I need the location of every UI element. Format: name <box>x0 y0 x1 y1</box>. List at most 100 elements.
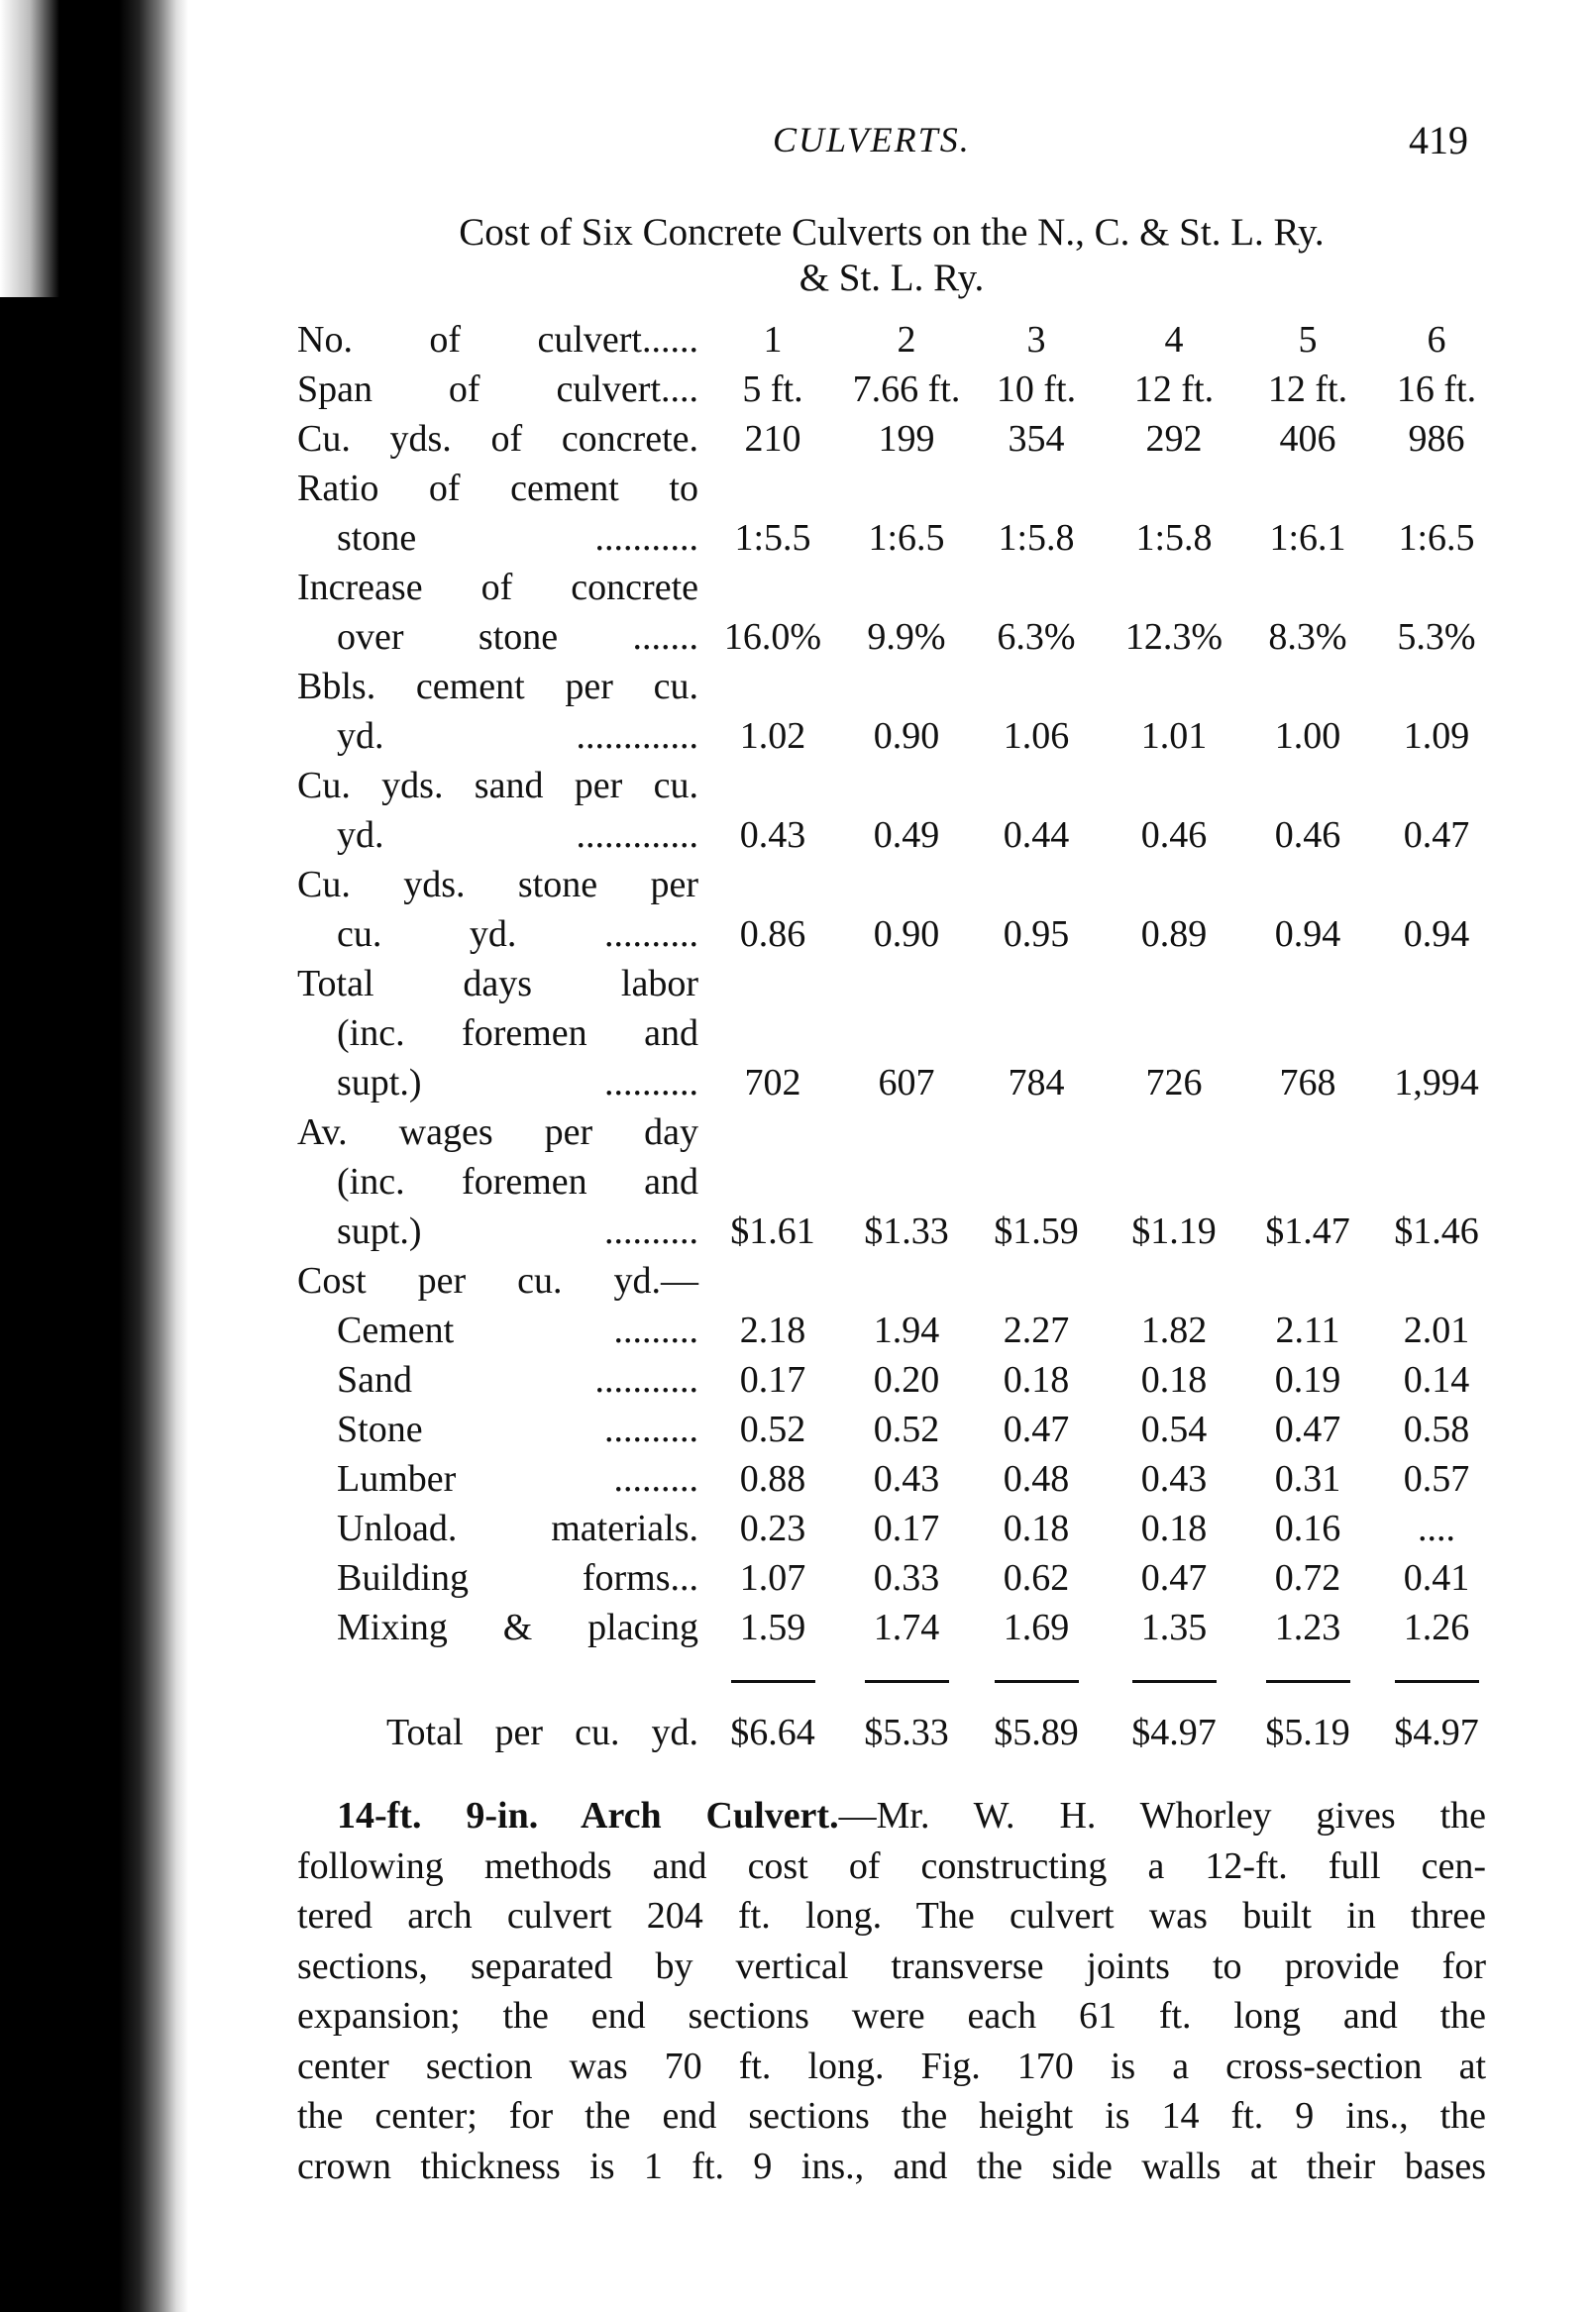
table-cell: 1:5.5 <box>734 517 811 559</box>
table-cell: 1:6.1 <box>1269 517 1346 559</box>
table-cell: 0.52 <box>739 1409 806 1450</box>
paragraph-line: sections, separated by vertical transver… <box>297 1944 1486 1987</box>
table-cell: 768 <box>1279 1062 1336 1103</box>
table-row: Cu. yds. stone per cu. yd. .......... 0.86… <box>297 860 1496 959</box>
table-row: Av. wages per day (inc. foremen and supt.)… <box>297 1107 1496 1256</box>
row-label: cu. yd. .......... <box>337 913 698 955</box>
total-rule <box>1132 1680 1217 1683</box>
table-title-line: & St. L. Ry. <box>798 257 985 299</box>
table-row: Bbls. cement per cu. yd. ............. 1.0… <box>297 662 1496 761</box>
table-cell: 0.86 <box>739 913 806 955</box>
table-row: Ratio of cement to stone ........... 1:5.5… <box>297 464 1496 563</box>
table-cell: 12 ft. <box>1267 368 1348 410</box>
table-cell: 1.07 <box>739 1557 806 1599</box>
row-label: Span of culvert.... <box>297 368 698 410</box>
row-values <box>297 1256 1496 1306</box>
table-cell: 726 <box>1145 1062 1203 1103</box>
table-cell: 0.18 <box>1140 1359 1208 1401</box>
table-row: Total days labor (inc. foremen and supt.) … <box>297 959 1496 1107</box>
total-cell: $4.97 <box>1131 1712 1217 1753</box>
table-cell: 0.62 <box>1003 1557 1070 1599</box>
table-cell: 0.58 <box>1403 1409 1470 1450</box>
table-cell: 0.18 <box>1140 1508 1208 1549</box>
total-cell: $5.89 <box>994 1712 1079 1753</box>
table-cell: 0.48 <box>1003 1458 1070 1500</box>
row-label: Cement ......... <box>337 1310 698 1351</box>
row-values: 1.59 1.74 1.69 1.35 1.23 1.26 <box>297 1603 1496 1652</box>
table-cell: 0.47 <box>1003 1409 1070 1450</box>
row-label: Total days labor <box>297 963 698 1004</box>
row-values: 0.23 0.17 0.18 0.18 0.16.... <box>297 1504 1496 1553</box>
table-cell: 5 <box>1298 319 1318 361</box>
table-row: Mixing & placing 1.59 1.74 1.69 1.35 1.23 1.26 <box>297 1603 1496 1652</box>
table-cell: $1.46 <box>1394 1210 1479 1252</box>
table-cell: 406 <box>1279 418 1336 460</box>
table-total-row: Total per cu. yd. $6.64 $5.33 $5.89 $4.97 $5.… <box>297 1708 1496 1757</box>
table-cell: 1.02 <box>739 715 806 757</box>
table-cell: 0.95 <box>1003 913 1070 955</box>
table-cell: 1:6.5 <box>868 517 945 559</box>
row-label: Bbls. cement per cu. <box>297 666 698 707</box>
table-cell: $1.19 <box>1131 1210 1217 1252</box>
table-cell: 0.90 <box>873 913 940 955</box>
table-cell: 7.66 ft. <box>852 368 961 410</box>
paragraph-line: tered arch culvert 204 ft. long. The cul… <box>297 1895 1486 1937</box>
table-cell: 0.41 <box>1403 1557 1470 1599</box>
table-cell: 1:5.8 <box>1135 517 1213 559</box>
row-values: 1:5.5 1:6.5 1:5.8 1:5.8 1:6.1 1:6.5 <box>297 513 1496 563</box>
table-cell: 1.74 <box>873 1607 940 1648</box>
table-cell: 9.9% <box>867 616 946 658</box>
table-cell: 0.46 <box>1274 814 1341 856</box>
total-cell: $4.97 <box>1394 1712 1479 1753</box>
table-cell: 2.27 <box>1003 1310 1070 1351</box>
row-values: 210 199 354 292 406 986 <box>297 414 1496 464</box>
row-label: yd. ............. <box>337 715 698 757</box>
table-cell: 6.3% <box>997 616 1076 658</box>
table-cell: 0.33 <box>873 1557 940 1599</box>
row-label: Mixing & placing <box>337 1607 698 1648</box>
row-label: Cu. yds. of concrete. <box>297 418 698 460</box>
table-row: Cost per cu. yd.— <box>297 1256 1496 1306</box>
row-values: 16.0% 9.9% 6.3% 12.3% 8.3% 5.3% <box>297 612 1496 662</box>
row-label: (inc. foremen and <box>337 1161 698 1203</box>
table-title: Cost of Six Concrete Culverts on the N.,… <box>297 210 1486 301</box>
table-cell: 0.88 <box>739 1458 806 1500</box>
total-cell: $6.64 <box>730 1712 815 1753</box>
table-cell: 0.18 <box>1003 1508 1070 1549</box>
table-cell: 0.52 <box>873 1409 940 1450</box>
table-cell: 210 <box>744 418 801 460</box>
row-values: 0.86 0.90 0.95 0.89 0.94 0.94 <box>297 909 1496 959</box>
table-cell: 0.17 <box>739 1359 806 1401</box>
row-values: 0.43 0.49 0.44 0.46 0.46 0.47 <box>297 810 1496 860</box>
table-row: Sand ........... 0.17 0.20 0.18 0.18 0.19 0.14 <box>297 1355 1496 1405</box>
table-cell: 5.3% <box>1397 616 1476 658</box>
total-label: Total per cu. yd. <box>386 1712 698 1753</box>
row-label: Cu. yds. stone per <box>297 864 698 905</box>
row-label: Ratio of cement to <box>297 468 698 509</box>
row-values: 1 2 3 4 5 6 <box>297 315 1496 365</box>
total-cell: $5.33 <box>864 1712 949 1753</box>
row-label: Sand ........... <box>337 1359 698 1401</box>
table-cell: 0.72 <box>1274 1557 1341 1599</box>
table-cell: 0.31 <box>1274 1458 1341 1500</box>
total-rules <box>297 1652 1496 1708</box>
paragraph-line: expansion; the end sections were each 61… <box>297 1995 1486 2037</box>
table-cell: 0.18 <box>1003 1359 1070 1401</box>
table-cell: 0.23 <box>739 1508 806 1549</box>
table-cell: 1.01 <box>1140 715 1208 757</box>
table-title-line: Cost of Six Concrete Culverts on the N.,… <box>459 211 1325 254</box>
paragraph-line: the center; for the end sections the hei… <box>297 2095 1486 2137</box>
table-cell: 2.18 <box>739 1310 806 1351</box>
paragraph-line: following methods and cost of constructi… <box>297 1844 1486 1887</box>
table-cell: 3 <box>1026 319 1046 361</box>
table-cell: 0.54 <box>1140 1409 1208 1450</box>
total-rule <box>995 1680 1079 1683</box>
total-rule <box>1395 1680 1479 1683</box>
paragraph-line: 14-ft. 9-in. Arch Culvert.—Mr. W. H. Who… <box>297 1791 1486 1841</box>
table-cell: 1.23 <box>1274 1607 1341 1648</box>
row-values: 5 ft. 7.66 ft. 10 ft. 12 ft. 12 ft. 16 ft. <box>297 365 1496 414</box>
table-cell: 12.3% <box>1124 616 1224 658</box>
table-cell: 0.47 <box>1403 814 1470 856</box>
table-row: Cu. yds. of concrete. 210 199 354 292 406 986 <box>297 414 1496 464</box>
table-cell: 0.17 <box>873 1508 940 1549</box>
